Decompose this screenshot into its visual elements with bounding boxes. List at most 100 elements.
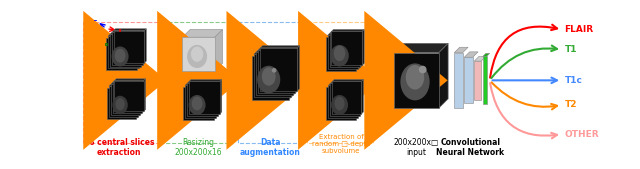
Bar: [106, 38, 137, 70]
Polygon shape: [362, 80, 364, 114]
Text: 200x200x□
input: 200x200x□ input: [394, 138, 439, 158]
Polygon shape: [108, 34, 141, 36]
Polygon shape: [218, 81, 220, 116]
Polygon shape: [298, 46, 300, 91]
Bar: [183, 87, 214, 120]
Ellipse shape: [272, 68, 276, 73]
Bar: [115, 81, 143, 111]
Polygon shape: [358, 83, 360, 118]
Bar: [326, 37, 356, 71]
Text: OTHER: OTHER: [564, 130, 599, 139]
Ellipse shape: [115, 49, 125, 63]
Polygon shape: [258, 48, 298, 50]
Bar: [110, 34, 141, 67]
Polygon shape: [216, 83, 218, 118]
Text: T1c: T1c: [564, 76, 582, 85]
Bar: [394, 53, 439, 108]
Bar: [113, 82, 142, 113]
Ellipse shape: [401, 63, 429, 100]
Polygon shape: [252, 54, 291, 56]
Polygon shape: [332, 30, 364, 31]
Polygon shape: [137, 36, 139, 70]
Polygon shape: [295, 48, 298, 93]
Bar: [254, 54, 291, 98]
Bar: [332, 81, 362, 114]
Polygon shape: [182, 30, 223, 37]
Bar: [326, 87, 356, 120]
Bar: [189, 81, 220, 114]
Polygon shape: [145, 29, 147, 63]
Bar: [109, 86, 138, 117]
Polygon shape: [215, 30, 223, 71]
Polygon shape: [106, 36, 139, 38]
Polygon shape: [356, 85, 358, 120]
Polygon shape: [330, 31, 362, 33]
Polygon shape: [141, 32, 143, 67]
Polygon shape: [464, 52, 478, 57]
Polygon shape: [326, 85, 358, 87]
Polygon shape: [358, 33, 360, 69]
Polygon shape: [138, 84, 140, 117]
Bar: [111, 84, 140, 115]
Polygon shape: [111, 82, 142, 84]
Polygon shape: [214, 85, 216, 120]
Ellipse shape: [111, 46, 129, 66]
Polygon shape: [185, 83, 218, 85]
Polygon shape: [293, 50, 295, 95]
Polygon shape: [394, 43, 448, 53]
Polygon shape: [139, 34, 141, 68]
Bar: [258, 50, 295, 93]
Polygon shape: [328, 83, 360, 85]
Bar: [114, 31, 145, 63]
Ellipse shape: [187, 45, 207, 68]
Text: T2: T2: [564, 101, 577, 110]
Ellipse shape: [331, 95, 348, 115]
Polygon shape: [291, 52, 293, 98]
Polygon shape: [110, 32, 143, 34]
Polygon shape: [439, 43, 448, 108]
Polygon shape: [454, 47, 468, 53]
Polygon shape: [142, 81, 143, 113]
Polygon shape: [220, 80, 221, 114]
Polygon shape: [332, 80, 364, 81]
Polygon shape: [187, 81, 220, 83]
Bar: [474, 61, 481, 100]
Polygon shape: [328, 33, 360, 35]
Text: Extraction of
random □-depth
subvolume: Extraction of random □-depth subvolume: [312, 134, 371, 154]
Polygon shape: [260, 46, 300, 48]
Polygon shape: [362, 30, 364, 65]
Bar: [112, 32, 143, 65]
Polygon shape: [483, 53, 490, 56]
Text: FLAIR: FLAIR: [564, 25, 593, 34]
Ellipse shape: [330, 45, 349, 66]
Bar: [187, 83, 218, 116]
Ellipse shape: [335, 96, 344, 110]
Ellipse shape: [262, 67, 276, 86]
Bar: [118, 29, 120, 31]
Text: Convolutional
Neural Network: Convolutional Neural Network: [436, 138, 504, 158]
Ellipse shape: [192, 96, 202, 110]
Polygon shape: [143, 79, 145, 111]
Bar: [105, 43, 108, 45]
Polygon shape: [183, 85, 216, 87]
Bar: [483, 56, 486, 104]
Polygon shape: [360, 81, 362, 116]
Bar: [108, 36, 139, 68]
Bar: [464, 57, 473, 103]
Ellipse shape: [334, 46, 346, 61]
Polygon shape: [356, 35, 358, 71]
Bar: [185, 85, 216, 118]
Polygon shape: [140, 82, 142, 115]
Text: 16 central slices
extraction: 16 central slices extraction: [84, 138, 155, 158]
Polygon shape: [136, 86, 138, 119]
Bar: [260, 48, 298, 91]
Polygon shape: [109, 84, 140, 86]
Ellipse shape: [191, 46, 204, 62]
Polygon shape: [189, 80, 221, 81]
Ellipse shape: [189, 95, 205, 115]
Polygon shape: [254, 52, 293, 54]
Text: Data
augmentation: Data augmentation: [240, 138, 301, 158]
Bar: [252, 56, 289, 100]
Polygon shape: [115, 79, 145, 81]
Bar: [332, 31, 362, 65]
